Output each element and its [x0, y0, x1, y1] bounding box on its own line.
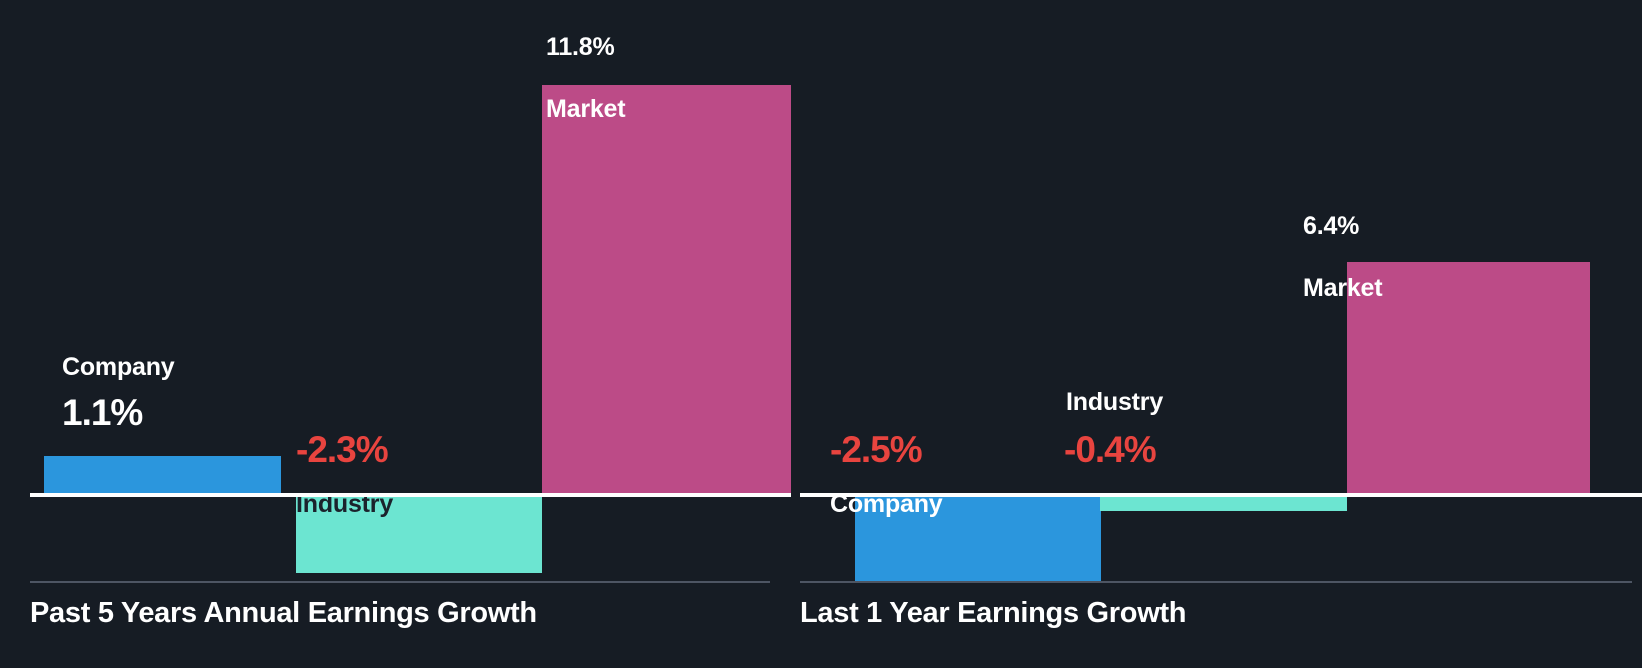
- axis-line-left: [30, 581, 770, 583]
- plot-area-left: 11.8% Market Company 1.1% -2.3% Industry: [0, 0, 792, 583]
- market-value-left: 11.8%: [546, 33, 615, 61]
- industry-value-right: -0.4%: [1064, 429, 1157, 470]
- axis-line-right: [800, 581, 1632, 583]
- market-value-right: 6.4%: [1303, 212, 1360, 240]
- company-value-right: -2.5%: [830, 429, 923, 470]
- company-label-left: Company: [62, 353, 175, 381]
- bar-company-left[interactable]: [44, 456, 281, 495]
- zero-baseline-left: [30, 493, 791, 497]
- market-label-left: Market: [546, 95, 626, 123]
- company-value-left: 1.1%: [62, 392, 143, 433]
- panel-title-right: Last 1 Year Earnings Growth: [800, 597, 1187, 629]
- panel-title-left: Past 5 Years Annual Earnings Growth: [30, 597, 537, 629]
- plot-area-right: 6.4% Market -2.5% Company Industry -0.4%: [800, 0, 1642, 583]
- panel-past-5-years: 11.8% Market Company 1.1% -2.3% Industry…: [0, 0, 792, 668]
- bar-industry-left[interactable]: [296, 497, 542, 573]
- industry-label-right: Industry: [1066, 388, 1164, 416]
- bar-market-left[interactable]: [542, 85, 791, 495]
- bar-market-right[interactable]: [1347, 262, 1590, 495]
- panel-last-1-year: 6.4% Market -2.5% Company Industry -0.4%…: [800, 0, 1642, 668]
- bar-industry-right[interactable]: [1100, 497, 1347, 511]
- market-label-right: Market: [1303, 274, 1383, 302]
- industry-value-left: -2.3%: [296, 429, 389, 470]
- zero-baseline-right: [800, 493, 1642, 497]
- bar-company-right[interactable]: [855, 497, 1101, 583]
